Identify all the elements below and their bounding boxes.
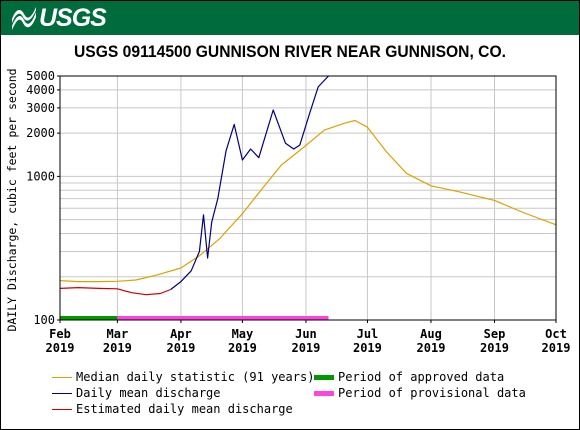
legend-swatch	[314, 390, 334, 396]
legend-label: Median daily statistic (91 years)	[76, 370, 315, 384]
usgs-logo[interactable]: USGS	[11, 3, 107, 32]
legend-label: Period of provisional data	[338, 386, 526, 400]
legend-swatch	[52, 392, 72, 394]
legend-item: Period of provisional data	[314, 386, 526, 400]
legend-item: Period of approved data	[314, 370, 504, 384]
chart-title: USGS 09114500 GUNNISON RIVER NEAR GUNNIS…	[74, 42, 506, 61]
legend-item: Estimated daily mean discharge	[52, 402, 293, 416]
legend-label: Daily mean discharge	[76, 386, 221, 400]
legend-item: Median daily statistic (91 years)	[52, 370, 314, 384]
legend-label: Period of approved data	[338, 370, 505, 384]
legend-item: Daily mean discharge	[52, 386, 221, 400]
usgs-logo-text: USGS	[39, 3, 107, 32]
usgs-wave-icon	[12, 7, 36, 30]
legend-label: Estimated daily mean discharge	[76, 402, 293, 416]
chart-legend: Median daily statistic (91 years) Daily m…	[52, 370, 572, 422]
usgs-banner: USGS	[1, 1, 579, 35]
legend-swatch	[52, 376, 72, 378]
legend-swatch	[52, 408, 72, 410]
legend-swatch	[314, 374, 334, 380]
